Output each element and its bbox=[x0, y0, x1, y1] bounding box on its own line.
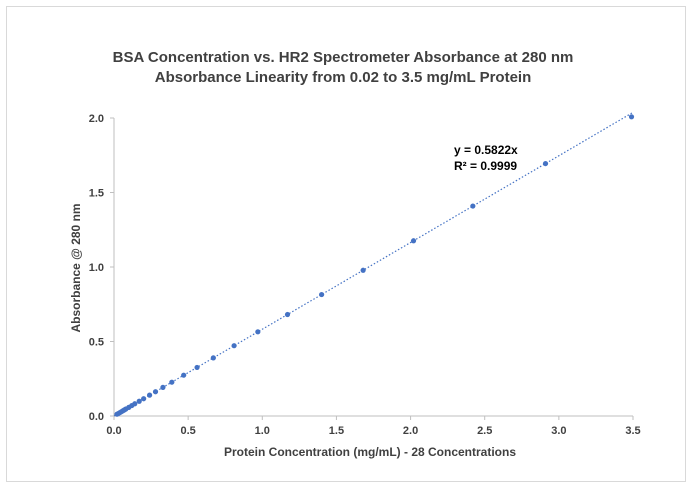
x-axis-title: Protein Concentration (mg/mL) - 28 Conce… bbox=[224, 445, 516, 459]
tick-labels: 0.0 0.5 1.0 1.5 2.0 2.5 3.0 3.5 0.0 0.5 1.0 1.5 2.0 bbox=[89, 113, 641, 437]
data-point bbox=[169, 379, 175, 385]
x-tick-label: 1.5 bbox=[329, 425, 344, 437]
y-axis-title: Absorbance @ 280 nm bbox=[69, 203, 83, 332]
data-point bbox=[255, 329, 261, 335]
data-point bbox=[542, 160, 549, 167]
y-tick-label: 0.5 bbox=[89, 337, 104, 349]
axes bbox=[110, 117, 634, 420]
data-point bbox=[410, 238, 417, 244]
data-point bbox=[319, 291, 325, 298]
data-point bbox=[210, 355, 216, 361]
trendline bbox=[113, 111, 634, 417]
chart-frame bbox=[6, 6, 686, 482]
x-tick-label: 3.5 bbox=[625, 425, 640, 437]
x-tick-label: 1.0 bbox=[255, 425, 270, 437]
trendline-equation: y = 0.5822x bbox=[454, 143, 518, 157]
y-tick-label: 1.0 bbox=[89, 262, 104, 274]
x-tick-label: 0.5 bbox=[180, 425, 195, 437]
y-tick-label: 1.5 bbox=[89, 188, 104, 200]
data-point bbox=[152, 389, 159, 395]
data-point bbox=[136, 398, 142, 404]
data-point bbox=[181, 372, 187, 378]
data-point bbox=[628, 114, 635, 120]
chart-title-line-1: BSA Concentration vs. HR2 Spectrometer A… bbox=[113, 49, 574, 66]
y-tick-label: 2.0 bbox=[89, 113, 104, 125]
data-point bbox=[132, 401, 138, 407]
data-point bbox=[194, 364, 200, 371]
chart-title-line-2: Absorbance Linearity from 0.02 to 3.5 mg… bbox=[155, 69, 532, 86]
data-point bbox=[231, 343, 237, 349]
trendline-r-squared: R² = 0.9999 bbox=[454, 159, 517, 173]
x-tick-label: 0.0 bbox=[106, 425, 121, 437]
x-tick-label: 2.0 bbox=[403, 425, 418, 437]
data-point bbox=[284, 311, 291, 318]
data-point bbox=[160, 384, 166, 390]
x-tick-label: 2.5 bbox=[477, 425, 492, 437]
data-point bbox=[146, 392, 153, 398]
data-points bbox=[114, 114, 635, 417]
trendline-group bbox=[113, 111, 634, 417]
x-tick-label: 3.0 bbox=[551, 425, 566, 437]
data-point bbox=[141, 396, 147, 402]
y-tick-label: 0.0 bbox=[89, 411, 104, 423]
data-point bbox=[470, 203, 476, 209]
data-point bbox=[360, 267, 366, 273]
